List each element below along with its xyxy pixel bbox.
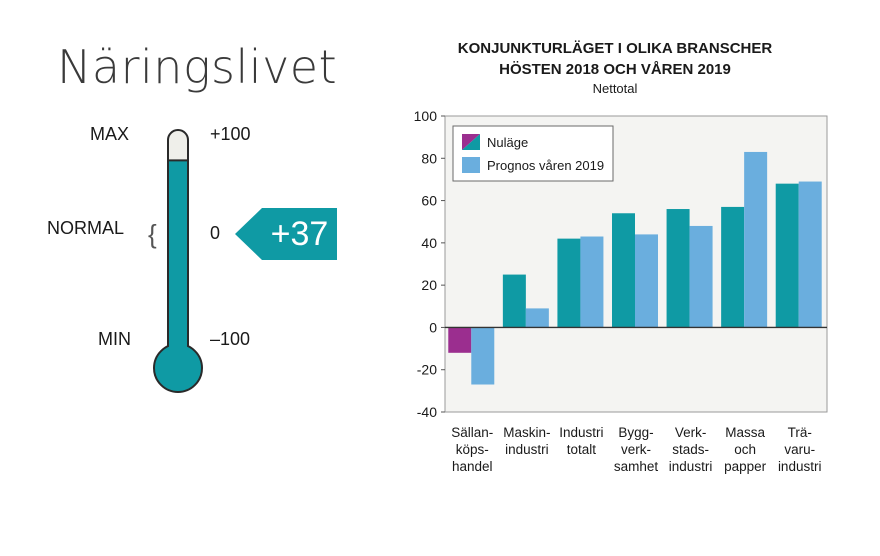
bar-nulage-3 [612, 213, 635, 328]
chart-subtitle: Nettotal [592, 81, 638, 96]
x-category-label: Bygg- [618, 425, 653, 440]
current-value: +37 [270, 215, 329, 253]
x-category-label: stads- [672, 442, 709, 457]
legend-label-prognos: Prognos våren 2019 [487, 158, 604, 173]
x-category-label: industri [778, 459, 822, 474]
normal-brace: { [148, 219, 157, 249]
chart-title: KONJUNKTURLÄGET I OLIKA BRANSCHER HÖSTEN… [405, 38, 825, 80]
x-category-label: handel [452, 459, 493, 474]
x-category-label: papper [724, 459, 767, 474]
x-category-label: Massa [725, 425, 765, 440]
bar-prognos-3 [635, 234, 658, 328]
x-category-label: totalt [567, 442, 597, 457]
current-value-arrow [235, 208, 337, 260]
bar-nulage-6 [775, 183, 799, 328]
bar-prognos-5 [744, 151, 768, 328]
chart-title-line-2: HÖSTEN 2018 OCH VÅREN 2019 [499, 61, 731, 78]
x-category-label: industri [669, 459, 713, 474]
y-tick-label: 100 [414, 108, 438, 124]
y-tick-label: 40 [421, 235, 437, 251]
chart-title-line-1: KONJUNKTURLÄGET I OLIKA BRANSCHER [457, 40, 773, 57]
x-category-label: Sällan- [451, 425, 493, 440]
x-category-label: verk- [621, 442, 651, 457]
legend-label-nulage: Nuläge [487, 135, 528, 150]
bar-prognos-6 [798, 181, 822, 328]
x-category-label: och [734, 442, 756, 457]
y-tick-label: -40 [417, 404, 437, 420]
y-tick-label: 0 [429, 319, 437, 335]
bar-nulage-5 [721, 206, 745, 328]
x-category-label: varu- [784, 442, 815, 457]
thermometer-max-value: +100 [210, 124, 251, 144]
page-title: Näringslivet [57, 40, 338, 94]
bar-nulage-0 [448, 327, 472, 353]
legend-swatch-prognos [462, 157, 480, 173]
bar-prognos-4 [689, 225, 713, 328]
thermometer-max-label: MAX [90, 124, 130, 144]
bar-nulage-4 [666, 209, 690, 328]
bar-prognos-0 [471, 327, 495, 385]
bar-nulage-1 [502, 274, 526, 328]
x-category-label: industri [505, 442, 549, 457]
legend-swatch-nulage [462, 134, 480, 150]
thermometer-min-label: MIN [98, 329, 131, 349]
x-category-label: Trä- [788, 425, 812, 440]
thermometer-min-value: –100 [210, 329, 251, 349]
x-category-label: Verk- [675, 425, 707, 440]
bar-prognos-1 [525, 308, 549, 328]
y-tick-label: 60 [421, 193, 437, 209]
y-tick-label: 80 [421, 150, 437, 166]
y-tick-label: 20 [421, 277, 437, 293]
bar-prognos-2 [580, 236, 604, 328]
x-category-label: Maskin- [503, 425, 550, 440]
thermometer-normal-value: 0 [210, 223, 221, 243]
x-category-label: köps- [456, 442, 489, 457]
x-category-label: samhet [614, 459, 659, 474]
x-category-label: Industri [559, 425, 603, 440]
y-tick-label: -20 [417, 362, 437, 378]
bar-nulage-2 [557, 238, 581, 328]
thermometer-normal-label: NORMAL [47, 218, 125, 238]
